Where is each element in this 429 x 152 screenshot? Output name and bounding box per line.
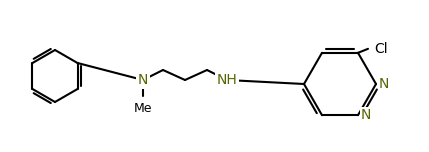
Text: N: N <box>379 77 390 91</box>
Text: Cl: Cl <box>374 42 388 56</box>
Text: Me: Me <box>134 102 152 115</box>
Text: NH: NH <box>217 73 237 87</box>
Text: N: N <box>361 108 372 122</box>
Text: N: N <box>138 73 148 87</box>
